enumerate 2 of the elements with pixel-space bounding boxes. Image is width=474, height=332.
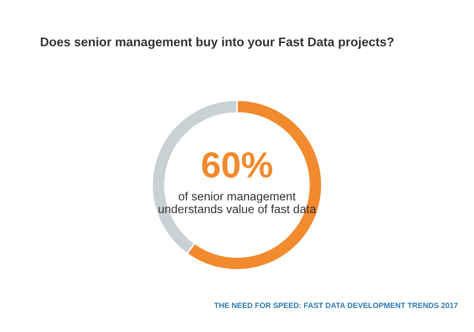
chart-title: Does senior management buy into your Fast Data projects? [40,37,394,49]
text: 60% [202,152,272,178]
